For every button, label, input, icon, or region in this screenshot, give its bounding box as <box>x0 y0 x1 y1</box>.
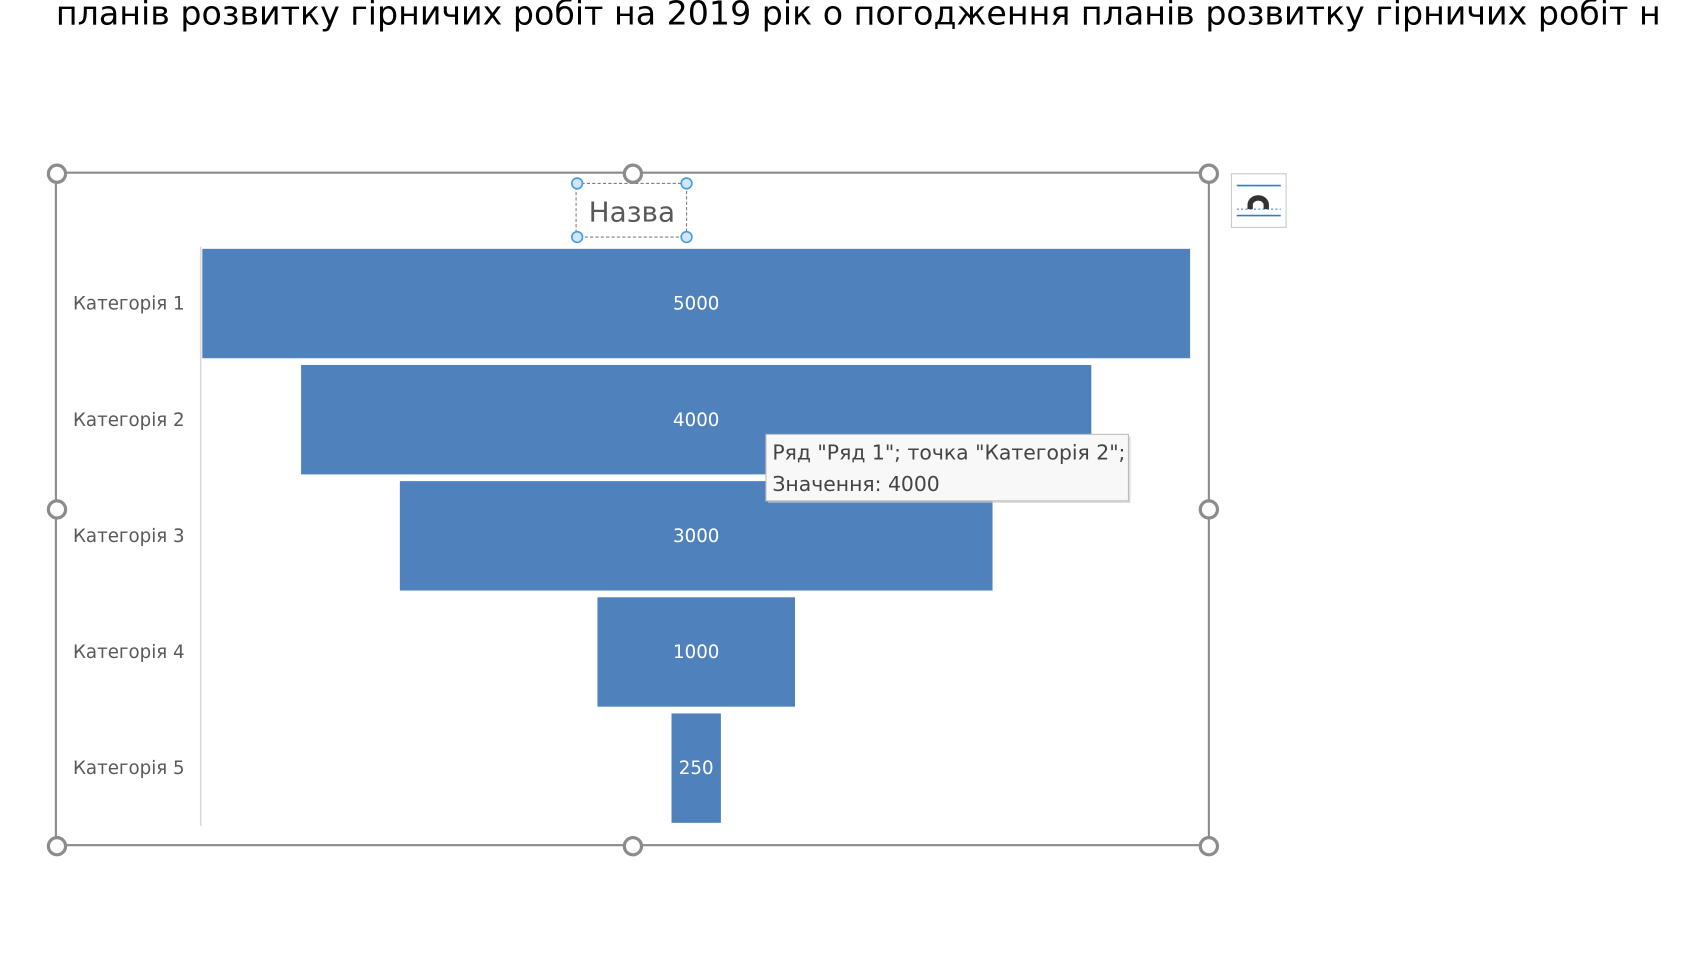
category-label: Категорія 2 <box>73 410 185 431</box>
resize-handles[interactable] <box>46 163 1220 857</box>
bar <box>671 713 721 823</box>
tooltip: Ряд "Ряд 1"; точка "Категорія 2"; Значен… <box>765 433 1131 504</box>
funnel: 5000 Категорія 1 4000 Категорія 2 3000 Катего… <box>73 248 1191 823</box>
bar <box>202 248 1191 359</box>
layout-options-button[interactable] <box>1230 173 1287 228</box>
tooltip-line: Ряд "Ряд 1"; точка "Категорія 2"; <box>772 441 1125 465</box>
category-label: Категорія 1 <box>73 294 185 315</box>
title-handles <box>570 177 693 244</box>
data-label: 5000 <box>673 294 719 315</box>
tooltip-line: Значення: 4000 <box>772 472 939 496</box>
category-label: Категорія 5 <box>73 758 185 779</box>
category-label: Категорія 3 <box>73 526 185 547</box>
chart-title[interactable]: Назва <box>589 195 675 228</box>
bar <box>597 597 795 707</box>
category-label: Категорія 4 <box>73 642 185 663</box>
data-label: 3000 <box>673 526 719 547</box>
data-label: 1000 <box>673 642 719 663</box>
document-text: планів розвитку гірничих робіт на 2019 р… <box>56 0 1661 33</box>
data-label: 250 <box>679 758 714 779</box>
data-label: 4000 <box>673 410 719 431</box>
